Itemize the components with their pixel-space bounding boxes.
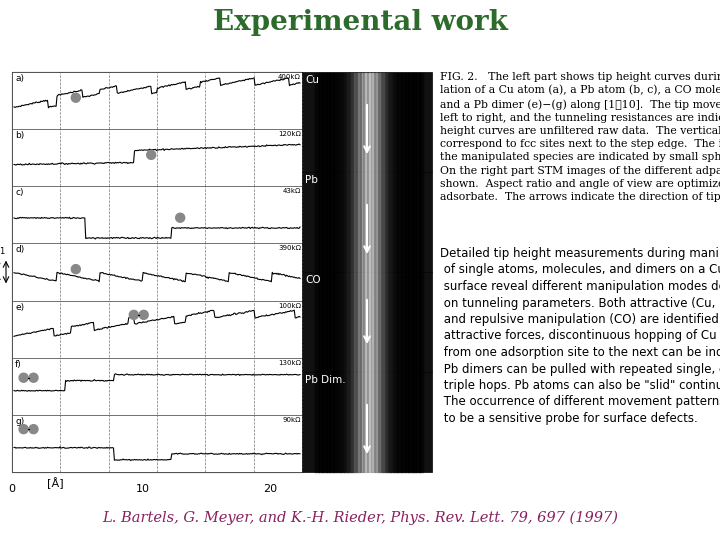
Text: Cu: Cu — [305, 75, 319, 85]
Text: Detailed tip height measurements during manipulation
 of single atoms, molecules: Detailed tip height measurements during … — [440, 247, 720, 425]
Text: 100kΩ: 100kΩ — [278, 302, 301, 308]
Text: 390kΩ: 390kΩ — [278, 245, 301, 252]
Circle shape — [29, 373, 38, 382]
Circle shape — [130, 310, 138, 319]
Circle shape — [19, 373, 28, 382]
Text: 1: 1 — [0, 247, 4, 256]
Circle shape — [176, 213, 185, 222]
Text: g): g) — [15, 417, 24, 426]
Text: a): a) — [15, 74, 24, 83]
Text: 130kΩ: 130kΩ — [278, 360, 301, 366]
Bar — [12, 244, 302, 301]
Circle shape — [71, 93, 81, 102]
Text: [Å]: [Å] — [48, 477, 64, 489]
Text: f): f) — [15, 360, 22, 369]
Bar — [12, 129, 302, 186]
Bar — [12, 301, 302, 357]
Text: Experimental work: Experimental work — [212, 9, 508, 36]
Text: 10: 10 — [135, 484, 150, 494]
Text: °
Å: ° Å — [0, 262, 1, 282]
Text: c): c) — [15, 188, 24, 197]
Text: L. Bartels, G. Meyer, and K.-H. Rieder, Phys. Rev. Lett. 79, 697 (1997): L. Bartels, G. Meyer, and K.-H. Rieder, … — [102, 511, 618, 525]
Circle shape — [139, 310, 148, 319]
Circle shape — [147, 150, 156, 159]
Circle shape — [19, 424, 28, 434]
Text: 90kΩ: 90kΩ — [282, 417, 301, 423]
Text: Pb Dim.: Pb Dim. — [305, 375, 346, 385]
Bar — [12, 186, 302, 244]
Circle shape — [29, 424, 38, 434]
Text: 43kΩ: 43kΩ — [283, 188, 301, 194]
Text: Pb: Pb — [305, 175, 318, 185]
Text: CO: CO — [305, 275, 320, 285]
Bar — [12, 357, 302, 415]
Text: e): e) — [15, 302, 24, 312]
Bar — [12, 72, 302, 472]
Bar — [302, 372, 432, 472]
Bar — [302, 172, 432, 272]
Text: b): b) — [15, 131, 24, 140]
Text: d): d) — [15, 245, 24, 254]
Text: FIG. 2.   The left part shows tip height curves during manipu-
lation of a Cu at: FIG. 2. The left part shows tip height c… — [440, 72, 720, 202]
Bar — [12, 415, 302, 472]
Circle shape — [71, 265, 81, 274]
Bar — [302, 72, 432, 172]
Text: 120kΩ: 120kΩ — [278, 131, 301, 137]
Bar — [12, 72, 302, 129]
Text: 400kΩ: 400kΩ — [278, 74, 301, 80]
Text: 0: 0 — [9, 484, 16, 494]
Text: 20: 20 — [263, 484, 277, 494]
Bar — [302, 272, 432, 372]
